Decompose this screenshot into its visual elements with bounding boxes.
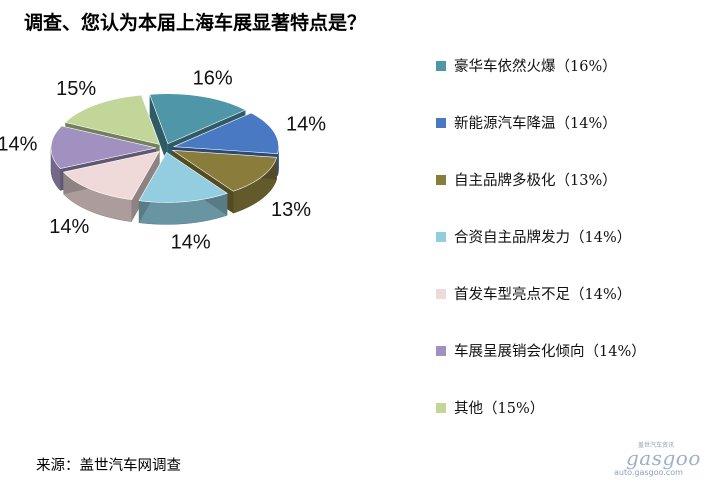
pie-slice-7	[64, 94, 161, 145]
legend-label-7: 其他（15%）	[454, 401, 545, 417]
chart-title: 调查、您认为本届上海车展显著特点是？	[24, 12, 367, 34]
pie-slice-2	[173, 112, 279, 154]
watermark-logo: 盖世汽车资讯 gasgoo auto.gasgoo.com	[612, 440, 704, 478]
data-label-5: 14%	[49, 216, 89, 238]
legend-label-2: 新能源汽车降温（14%）	[454, 116, 617, 132]
data-label-6: 14%	[0, 133, 38, 155]
legend-label-1: 豪华车依然火爆（16%）	[454, 59, 617, 75]
watermark-brand: gasgoo	[626, 446, 701, 470]
data-label-4: 14%	[171, 232, 211, 254]
data-label-2: 14%	[286, 113, 326, 135]
legend-swatch-3	[436, 174, 446, 185]
legend-item-6: 车展呈展销会化倾向（14%）	[436, 340, 646, 361]
legend-item-1: 豪华车依然火爆（16%）	[436, 55, 617, 76]
data-label-7: 15%	[56, 78, 96, 100]
pie-slice-3	[171, 149, 278, 192]
data-label-3: 13%	[271, 199, 311, 221]
pie-chart: 16% 14% 13% 14% 14% 14% 15%	[0, 68, 326, 254]
legend-swatch-7	[436, 402, 446, 413]
legend-item-2: 新能源汽车降温（14%）	[436, 112, 617, 133]
legend-label-5: 首发车型亮点不足（14%）	[454, 287, 632, 303]
pie-labels: 16% 14% 13% 14% 14% 14% 15%	[0, 68, 326, 254]
pie-slice-cut-1-1	[149, 94, 168, 166]
watermark-cn: 盖世汽车资讯	[638, 442, 675, 449]
legend-label-6: 车展呈展销会化倾向（14%）	[454, 344, 646, 360]
data-label-1: 16%	[193, 68, 233, 90]
pie-slice-1	[149, 93, 247, 145]
watermark-url: auto.gasgoo.com	[614, 468, 683, 477]
legend-item-4: 合资自主品牌发力（14%）	[436, 226, 631, 247]
source-note: 来源：盖世汽车网调查	[36, 458, 181, 474]
legend-swatch-6	[436, 345, 446, 356]
legend-swatch-2	[436, 117, 446, 128]
legend-item-5: 首发车型亮点不足（14%）	[436, 283, 631, 304]
legend-item-7: 其他（15%）	[436, 397, 544, 418]
pie-tops	[50, 93, 279, 203]
legend-swatch-4	[436, 231, 446, 242]
legend-swatch-5	[436, 288, 446, 299]
pie-slice-6	[50, 125, 157, 169]
legend-swatch-1	[436, 60, 446, 71]
legend-label-3: 自主品牌多极化（13%）	[454, 173, 617, 189]
legend-label-4: 合资自主品牌发力（14%）	[454, 230, 632, 246]
pie-slice-5	[62, 150, 160, 201]
pie-slice-4	[138, 152, 228, 203]
legend-item-3: 自主品牌多极化（13%）	[436, 169, 617, 190]
